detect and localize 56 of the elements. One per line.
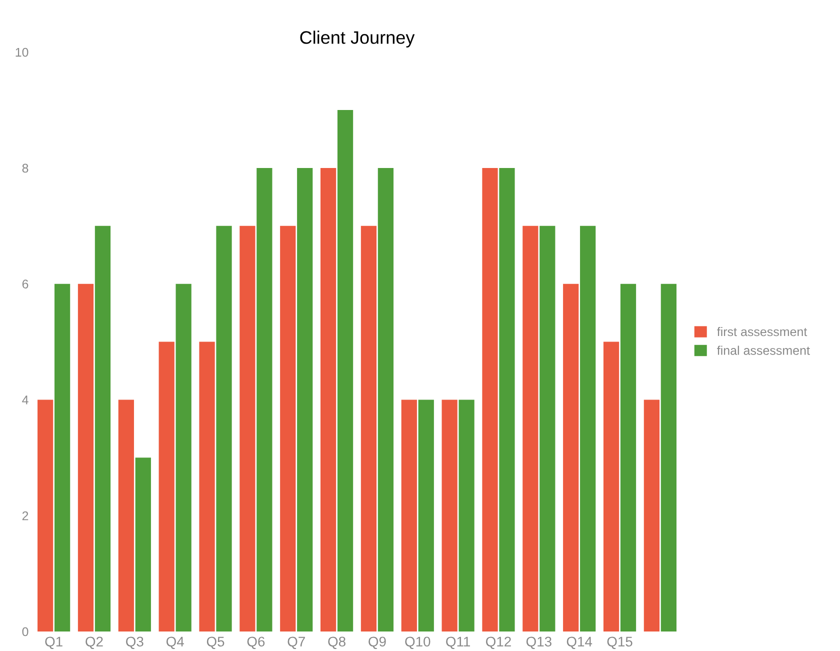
- bar: [580, 226, 596, 632]
- bar: [135, 458, 151, 632]
- y-tick-label: 6: [22, 280, 28, 288]
- x-tick-label: Q9: [368, 636, 386, 650]
- bar: [176, 284, 192, 632]
- bar: [256, 168, 272, 632]
- y-tick-label: 4: [22, 396, 28, 404]
- x-tick-label: Q12: [486, 636, 511, 650]
- bar: [442, 400, 458, 632]
- y-tick-label: 10: [16, 48, 28, 57]
- bar: [320, 168, 336, 632]
- bar: [360, 226, 377, 632]
- x-tick-label: Q10: [405, 636, 430, 650]
- x-tick-label: Q14: [566, 636, 592, 650]
- bar: [482, 168, 498, 632]
- chart-title: Client Journey: [300, 30, 415, 48]
- x-tick-label: Q5: [206, 636, 224, 650]
- legend-label: final assessment: [717, 346, 810, 355]
- bar: [337, 110, 354, 632]
- x-tick-label: Q8: [328, 636, 346, 650]
- bar: [158, 342, 174, 632]
- bar: [620, 284, 636, 632]
- bar: [563, 284, 579, 632]
- bar: [458, 400, 474, 632]
- x-tick-label: Q4: [166, 636, 184, 650]
- bar: [54, 284, 70, 632]
- x-tick-label: Q13: [526, 636, 552, 650]
- bar: [280, 226, 296, 632]
- y-tick-label: 2: [22, 511, 28, 520]
- x-tick-label: Q2: [86, 636, 103, 650]
- x-tick-label: Q1: [45, 636, 62, 650]
- bar: [418, 400, 434, 632]
- bar: [297, 168, 313, 632]
- bar: [38, 400, 54, 632]
- bar: [199, 342, 215, 632]
- bar: [603, 342, 620, 632]
- x-tick-label: Q7: [288, 636, 305, 650]
- bar: [240, 226, 256, 632]
- bar: [499, 168, 515, 632]
- bar: [401, 400, 417, 632]
- bar: [522, 226, 538, 632]
- bar: [644, 400, 660, 632]
- bar: [118, 400, 134, 632]
- bar: [378, 168, 394, 632]
- x-tick-label: Q15: [607, 636, 632, 650]
- bar: [94, 226, 111, 632]
- y-tick-label: 8: [22, 164, 28, 173]
- bar: [660, 284, 676, 632]
- bar: [540, 226, 556, 632]
- bar: [78, 284, 94, 632]
- x-tick-label: Q3: [126, 636, 144, 650]
- x-tick-label: Q11: [446, 636, 470, 650]
- y-tick-label: 0: [22, 627, 28, 636]
- legend-label: first assessment: [717, 327, 808, 336]
- x-tick-label: Q6: [247, 636, 265, 650]
- bar: [216, 226, 232, 632]
